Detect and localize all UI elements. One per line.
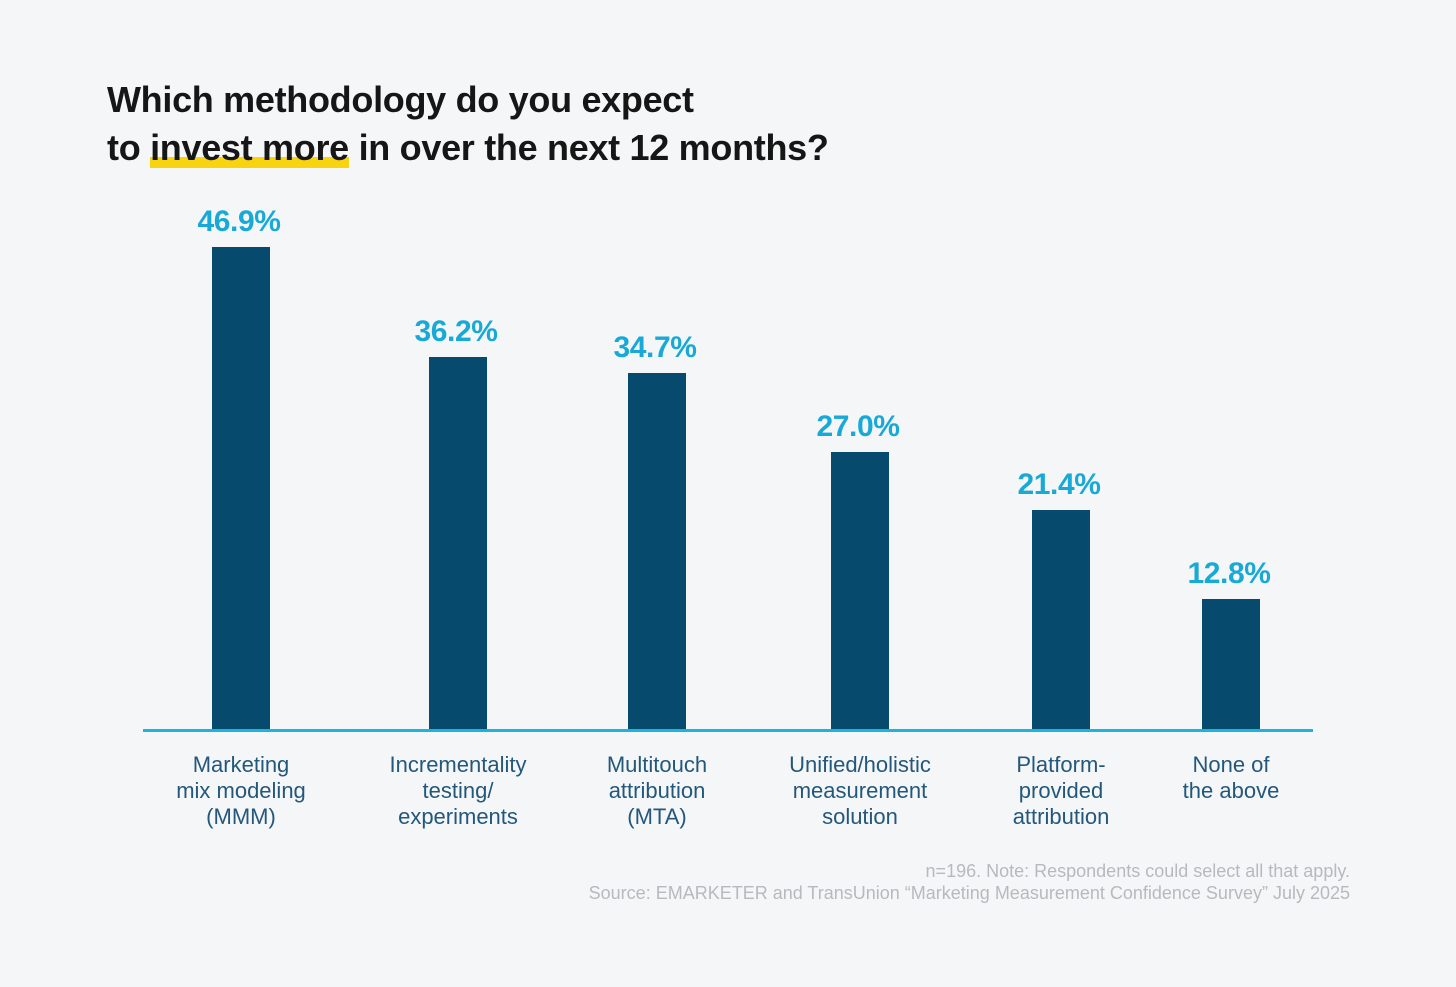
category-label-line: provided [1018, 778, 1104, 803]
x-axis-line [143, 729, 1313, 732]
category-label: Unified/holistic measurement solution [748, 752, 972, 830]
title-line-2-pre: to [107, 127, 151, 168]
source-line: Source: EMARKETER and TransUnion “Market… [588, 882, 1350, 903]
category-label-line: measurement [792, 778, 928, 803]
category-label-line: (MMM) [206, 804, 276, 829]
category-label-line: Unified/holistic [789, 752, 931, 777]
bar [1202, 599, 1260, 731]
chart-title: Which methodology do you expect to inves… [107, 76, 829, 172]
bar [831, 452, 889, 731]
category-label-line: mix modeling [176, 778, 306, 803]
bar-value-label: 12.8% [1187, 557, 1271, 590]
bar-value-label: 21.4% [1017, 468, 1101, 501]
title-line-1: Which methodology do you expect [107, 79, 694, 120]
category-label-line: Incrementality [389, 752, 527, 777]
bar [429, 357, 487, 731]
bar-value-label: 36.2% [414, 315, 498, 348]
bar-value-label: 34.7% [613, 331, 697, 364]
category-label-line: the above [1182, 778, 1280, 803]
category-label: Platform-provided attribution [949, 752, 1173, 830]
category-label-line: experiments [398, 804, 518, 829]
category-label-line: Marketing [192, 752, 290, 777]
category-label: Marketing mix modeling (MMM) [129, 752, 353, 830]
category-label: Incrementality testing/experiments [346, 752, 570, 830]
category-label: None of the above [1119, 752, 1343, 804]
category-label-line: attribution [1012, 804, 1110, 829]
bar [1032, 510, 1090, 731]
category-label-line: Platform- [1016, 752, 1106, 777]
category-label-line: attribution [608, 778, 706, 803]
category-label-line: solution [822, 804, 898, 829]
category-label: Multitouch attribution (MTA) [545, 752, 769, 830]
bar-value-label: 27.0% [816, 410, 900, 443]
bar-value-label: 46.9% [197, 205, 281, 238]
category-label-line: None of [1192, 752, 1270, 777]
bar [212, 247, 270, 731]
category-label-line: (MTA) [627, 804, 687, 829]
footnote: n=196. Note: Respondents could select al… [925, 861, 1350, 881]
bar [628, 373, 686, 731]
title-line-2-post: in over the next 12 months? [348, 127, 829, 168]
highlighted-phrase: invest more [150, 127, 349, 168]
category-label-line: testing/ [422, 778, 494, 803]
chart-footer: n=196. Note: Respondents could select al… [589, 861, 1350, 904]
category-label-line: Multitouch [606, 752, 708, 777]
